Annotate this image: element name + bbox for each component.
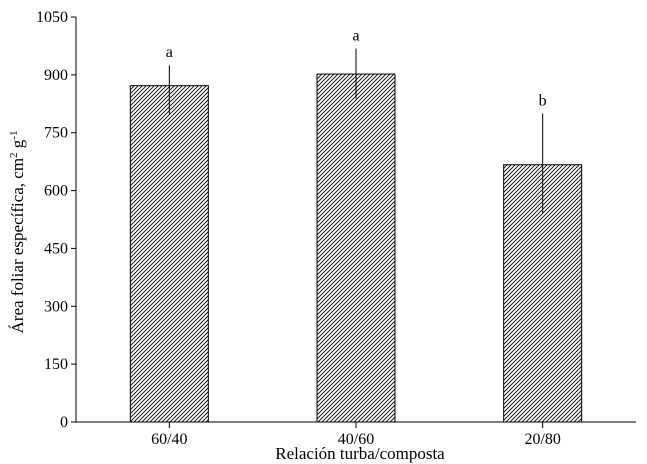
y-axis-title-sup1: 2 xyxy=(8,152,20,158)
x-tick-label: 20/80 xyxy=(524,431,560,448)
bar xyxy=(129,85,209,423)
y-tick-label: 1050 xyxy=(36,9,68,26)
x-ticks-group: 60/40 40/60 20/80 xyxy=(151,422,561,448)
y-tick-label: 600 xyxy=(44,183,68,200)
bar xyxy=(316,73,396,423)
y-axis-title-main: Área foliar específica, cm xyxy=(8,158,27,334)
x-axis-title: Relación turba/composta xyxy=(275,444,445,463)
y-tick-label: 450 xyxy=(44,240,68,257)
significance-letter: b xyxy=(539,92,547,109)
y-axis-title-mid: g xyxy=(8,139,27,152)
y-tick-label: 300 xyxy=(44,298,68,315)
x-tick-label: 40/60 xyxy=(338,431,374,448)
significance-letter: a xyxy=(166,44,173,61)
error-bars-group xyxy=(168,48,544,214)
y-ticks-group: 0 150 300 450 600 750 900 1050 xyxy=(36,9,76,431)
y-tick-label: 750 xyxy=(44,125,68,142)
bars-group xyxy=(129,73,583,423)
y-axis-title: Área foliar específica, cm2 g-1 xyxy=(8,131,27,334)
significance-letter: a xyxy=(352,28,359,45)
y-tick-label: 900 xyxy=(44,67,68,84)
significance-letters-group: a a b xyxy=(166,28,547,110)
y-axis-title-sup2: -1 xyxy=(8,131,20,140)
y-tick-label: 0 xyxy=(60,414,68,431)
y-tick-label: 150 xyxy=(44,356,68,373)
x-tick-label: 60/40 xyxy=(151,431,187,448)
